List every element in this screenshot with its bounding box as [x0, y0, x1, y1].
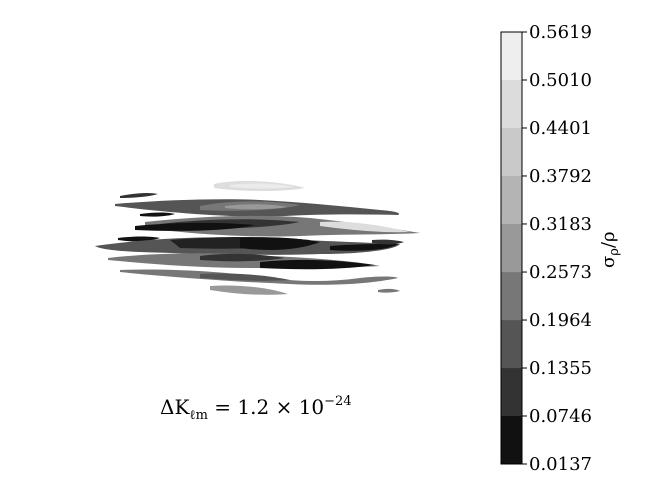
colorbar-tick-label: 0.5619 — [529, 22, 592, 43]
colorbar-label-over: /ρ — [598, 231, 619, 248]
colorbar-level-8 — [501, 32, 522, 80]
contour-band — [120, 192, 158, 198]
colorbar-level-5 — [501, 175, 522, 224]
colorbar-ticks: 0.0137 0.0746 0.1355 0.1964 0.2573 0.3183 0.37… — [522, 22, 592, 475]
colorbar-level-4 — [501, 223, 522, 273]
contour-band — [378, 288, 400, 293]
contour-band — [320, 221, 410, 233]
colorbar-tick-label: 0.5010 — [529, 70, 592, 91]
contour-band — [135, 222, 255, 231]
colorbar-level-3 — [501, 272, 522, 321]
colorbar-level-1 — [501, 368, 522, 417]
colorbar-label: σρ/ρ — [598, 231, 622, 268]
colorbar-level-7 — [501, 79, 522, 128]
colorbar-tick-label: 0.0746 — [529, 406, 592, 427]
colorbar-tick-label: 0.1964 — [529, 310, 592, 331]
colorbar — [500, 31, 523, 465]
colorbar-tick-label: 0.1355 — [529, 358, 592, 379]
colorbar-tick-label: 0.3183 — [529, 214, 592, 235]
contour-field — [95, 181, 420, 295]
contour-band — [330, 244, 398, 251]
colorbar-level-6 — [501, 127, 522, 176]
contour-band — [210, 285, 288, 295]
colorbar-tick-label: 0.3792 — [529, 166, 592, 187]
caption-subscript: ℓm — [189, 408, 208, 423]
contour-band — [230, 183, 295, 189]
colorbar-tick-label: 0.2573 — [529, 262, 592, 283]
colorbar-label-subscript: ρ — [607, 248, 622, 256]
colorbar-level-2 — [501, 320, 522, 369]
caption: ΔKℓm = 1.2 × 10−24 — [160, 394, 352, 423]
contour-band — [225, 204, 288, 210]
caption-equals: = 1.2 × 10 — [208, 395, 324, 419]
contour-band — [140, 212, 175, 217]
contour-band — [200, 273, 290, 281]
contour-band — [260, 259, 375, 270]
contour-band — [200, 253, 285, 262]
colorbar-label-sigma: σ — [598, 256, 619, 268]
caption-exponent: −24 — [324, 394, 351, 409]
contour-band — [240, 237, 320, 250]
colorbar-frame — [500, 31, 523, 465]
caption-delta-k: ΔK — [160, 395, 190, 419]
colorbar-tick-label: 0.4401 — [529, 118, 592, 139]
contour-band — [372, 239, 404, 245]
colorbar-tick-label: 0.0137 — [529, 454, 592, 475]
colorbar-level-0 — [501, 416, 522, 464]
